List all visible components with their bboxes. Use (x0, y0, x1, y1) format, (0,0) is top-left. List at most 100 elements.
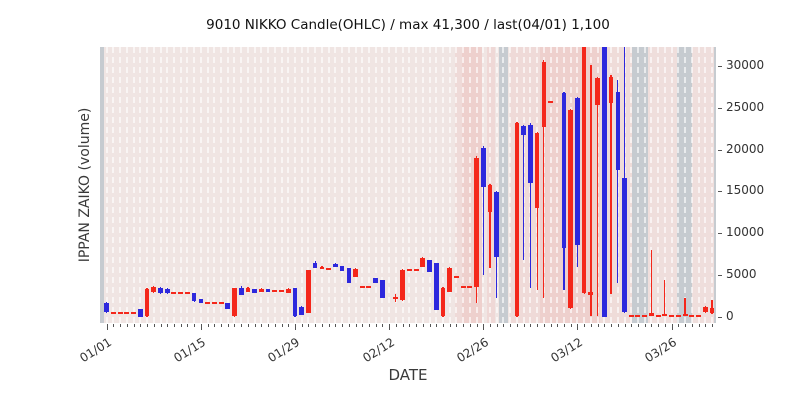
x-minor-tick (281, 324, 283, 327)
plot-area (100, 47, 716, 323)
x-minor-tick (140, 324, 142, 327)
flat-dash (588, 292, 594, 295)
day-gridline (630, 47, 633, 323)
x-minor-tick (617, 324, 619, 327)
x-minor-tick (516, 324, 518, 327)
flat-dash (110, 311, 116, 315)
x-minor-tick (496, 324, 498, 327)
day-gridline (186, 47, 189, 323)
day-gridline (495, 47, 498, 323)
x-minor-tick (207, 324, 209, 327)
candle-body (151, 287, 157, 292)
candle-body (380, 280, 385, 298)
day-gridline (657, 47, 660, 323)
day-gridline (663, 47, 666, 323)
day-gridline (287, 47, 290, 323)
candle-body (595, 78, 600, 106)
day-gridline (193, 47, 196, 323)
candle-wick (482, 146, 484, 276)
x-minor-tick (409, 324, 411, 327)
candle-body (602, 47, 607, 317)
candle-body (541, 61, 547, 128)
x-minor-tick (456, 324, 458, 327)
y-tick-mark (718, 191, 722, 193)
day-gridline (112, 47, 115, 323)
day-gridline (280, 47, 283, 323)
flat-dash (655, 314, 661, 317)
candle-body (346, 268, 352, 283)
flat-dash (669, 314, 675, 317)
x-tick-label: 01/15 (171, 335, 209, 366)
x-minor-tick (530, 324, 532, 327)
day-gridline (240, 47, 243, 323)
x-minor-tick (133, 324, 135, 327)
y-tick-mark (718, 275, 722, 277)
x-minor-tick (362, 324, 364, 327)
day-gridline (710, 47, 713, 323)
x-minor-tick (342, 324, 344, 327)
x-minor-tick (510, 324, 512, 327)
day-gridline (421, 47, 424, 323)
x-minor-tick (442, 324, 444, 327)
day-gridline (320, 47, 323, 323)
x-major-tick (106, 324, 108, 330)
x-minor-tick (321, 324, 323, 327)
candle-body (568, 110, 574, 308)
x-minor-tick (167, 324, 169, 327)
y-tick-label: 25000 (726, 99, 765, 114)
candle-body (333, 264, 338, 268)
flat-dash (453, 275, 459, 279)
flat-dash (467, 285, 473, 289)
candle-wick (523, 125, 525, 261)
day-gridline (206, 47, 209, 323)
day-gridline (253, 47, 256, 323)
x-minor-tick (368, 324, 370, 327)
day-gridline (260, 47, 263, 323)
day-gridline (502, 47, 505, 323)
day-gridline (549, 47, 552, 323)
day-gridline (468, 47, 471, 323)
flat-dash (211, 301, 217, 305)
x-minor-tick (584, 324, 586, 327)
candle-body (265, 288, 271, 292)
x-major-tick (671, 324, 673, 330)
x-minor-tick (691, 324, 693, 327)
x-minor-tick (685, 324, 687, 327)
candle-body (615, 91, 621, 170)
x-minor-tick (153, 324, 155, 327)
candle-body (420, 258, 426, 267)
day-gridline (327, 47, 330, 323)
day-gridline (394, 47, 397, 323)
flat-dash (689, 314, 695, 317)
x-minor-tick (335, 324, 337, 327)
day-gridline (226, 47, 229, 323)
x-minor-tick (503, 324, 505, 327)
day-gridline (347, 47, 350, 323)
candle-body (474, 158, 479, 287)
candle-body (138, 309, 143, 317)
x-minor-tick (180, 324, 182, 327)
flat-dash (696, 314, 701, 317)
flat-dash (366, 285, 372, 289)
x-minor-tick (597, 324, 599, 327)
x-minor-tick (631, 324, 633, 327)
candle-body (622, 178, 627, 312)
day-gridline (428, 47, 431, 323)
candle-body (312, 263, 318, 269)
candle-body (481, 147, 486, 188)
flat-dash (642, 314, 648, 317)
day-gridline (307, 47, 310, 323)
x-minor-tick (604, 324, 606, 327)
x-minor-tick (160, 324, 162, 327)
x-tick-label: 02/12 (359, 335, 397, 366)
x-minor-tick (274, 324, 276, 327)
x-minor-tick (402, 324, 404, 327)
y-tick-mark (718, 317, 722, 318)
x-axis-label: DATE (388, 366, 428, 384)
candle-body (245, 288, 251, 292)
highlight-band (691, 47, 715, 323)
x-minor-tick (611, 324, 613, 327)
x-minor-tick (469, 324, 471, 327)
candle-body (292, 288, 298, 317)
x-minor-tick (543, 324, 545, 327)
